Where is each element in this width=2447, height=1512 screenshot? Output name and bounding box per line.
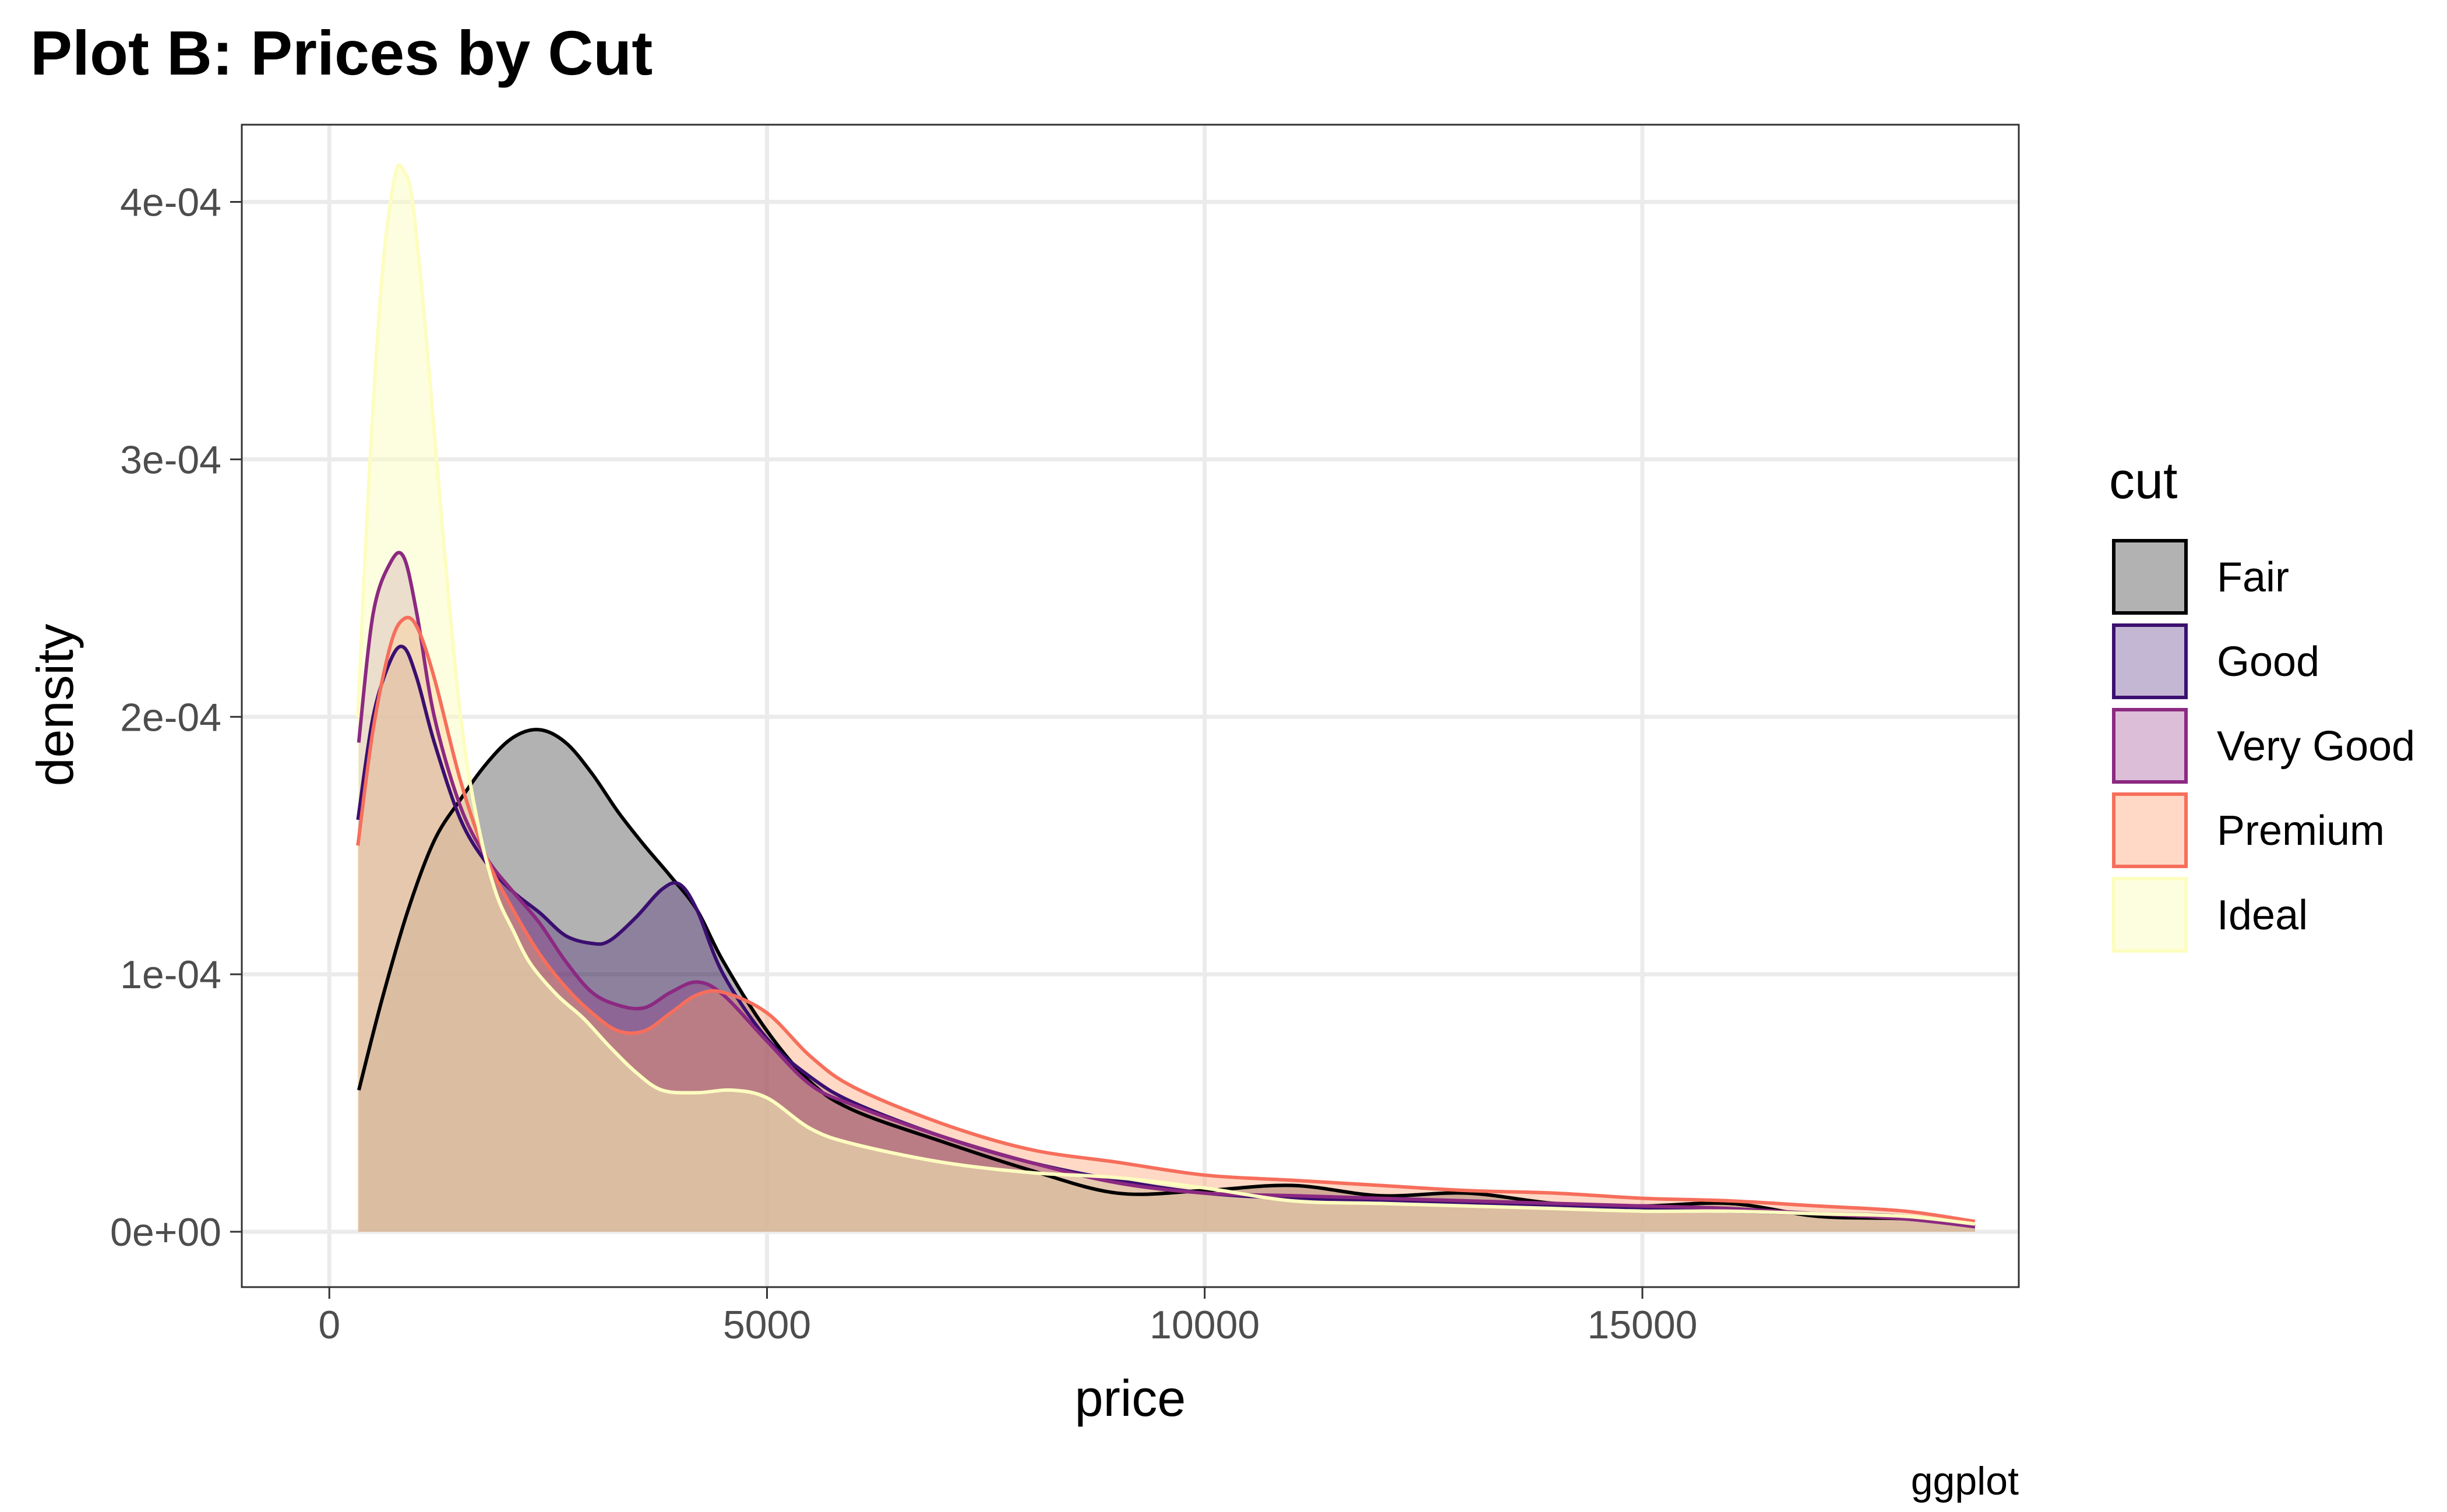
y-tick-label: 0e+00 (110, 1210, 221, 1254)
chart-title: Plot B: Prices by Cut (30, 17, 653, 88)
legend-key-bg (2112, 539, 2188, 615)
legend-label-ideal: Ideal (2217, 892, 2308, 939)
legend-label-good: Good (2217, 639, 2319, 685)
y-tick-label: 3e-04 (120, 438, 221, 482)
chart-caption: ggplot (1911, 1459, 2019, 1503)
density-line-very-good (357, 551, 1976, 1229)
density-line-good (356, 644, 1976, 1229)
legend-key-ideal (2112, 877, 2188, 953)
x-tick-label: 10000 (1150, 1303, 1260, 1347)
plot-border (241, 124, 2020, 1288)
density-areas (358, 165, 1975, 1232)
legend-key-premium (2112, 792, 2188, 868)
x-tick-label: 0 (318, 1303, 340, 1347)
legend-key-good (2112, 623, 2188, 699)
density-area-premium (358, 617, 1975, 1232)
y-tick-label: 2e-04 (120, 695, 221, 739)
density-area-very-good (358, 552, 1975, 1232)
x-tick-label: 5000 (723, 1303, 811, 1347)
legend-key-bg (2112, 708, 2188, 784)
y-axis-title: density (26, 624, 84, 787)
legend-key-very-good (2112, 708, 2188, 784)
density-lines (356, 163, 1976, 1229)
legend-title: cut (2109, 452, 2177, 509)
legend: cut Fair Good Very Good Premium Ideal (2109, 452, 2415, 953)
legend-key-bg (2112, 623, 2188, 699)
legend-key-bg (2112, 792, 2188, 868)
density-line-premium (356, 615, 1976, 1224)
density-area-good (358, 646, 1975, 1232)
legend-label-very-good: Very Good (2217, 723, 2415, 770)
x-axis-title: price (1075, 1369, 1186, 1427)
x-tick-label: 15000 (1587, 1303, 1697, 1347)
density-line-ideal (356, 163, 1976, 1226)
legend-key-fair (2112, 539, 2188, 615)
y-tick-label: 4e-04 (120, 181, 221, 225)
legend-label-fair: Fair (2217, 554, 2289, 601)
density-area-ideal (358, 165, 1975, 1232)
legend-label-premium: Premium (2217, 808, 2385, 854)
x-axis: 0 5000 10000 15000 (318, 1287, 1697, 1347)
grid-lines (242, 125, 2019, 1287)
y-tick-label: 1e-04 (120, 953, 221, 997)
y-axis: 0e+00 1e-04 2e-04 3e-04 4e-04 (110, 181, 242, 1254)
